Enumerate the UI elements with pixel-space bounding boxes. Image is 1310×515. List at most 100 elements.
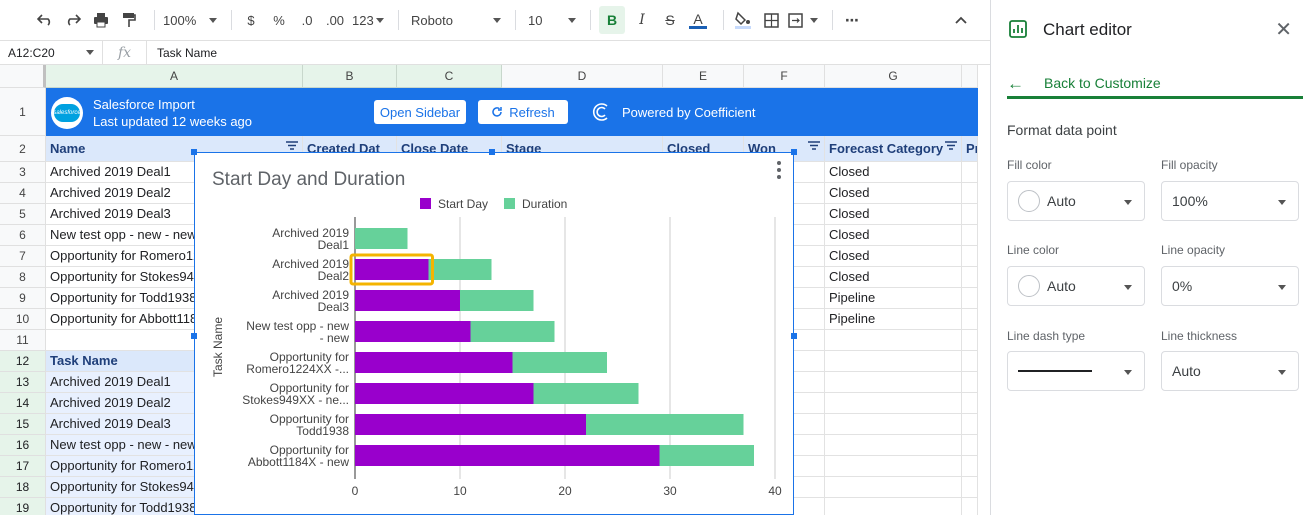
row-header-1[interactable]: 1 bbox=[0, 88, 46, 136]
cell[interactable] bbox=[825, 435, 962, 456]
cell[interactable] bbox=[825, 351, 962, 372]
cell[interactable] bbox=[825, 393, 962, 414]
cell[interactable] bbox=[962, 498, 978, 515]
refresh-button[interactable]: Refresh bbox=[478, 100, 568, 124]
row-header-17[interactable]: 17 bbox=[0, 456, 46, 477]
row-header-18[interactable]: 18 bbox=[0, 477, 46, 498]
cell[interactable]: Pipeline bbox=[825, 309, 962, 330]
cell[interactable] bbox=[962, 393, 978, 414]
row-header-19[interactable]: 19 bbox=[0, 498, 46, 515]
filter-icon[interactable] bbox=[945, 141, 957, 150]
resize-handle[interactable] bbox=[791, 149, 797, 155]
cell[interactable]: Pipeline bbox=[825, 288, 962, 309]
increase-decimal-button[interactable]: .00 bbox=[325, 12, 345, 28]
column-header-g[interactable]: G bbox=[825, 65, 962, 88]
row-header-12[interactable]: 12 bbox=[0, 351, 46, 372]
resize-handle[interactable] bbox=[191, 333, 197, 339]
currency-button[interactable]: $ bbox=[247, 12, 255, 28]
line-dash-type-select[interactable] bbox=[1007, 351, 1145, 391]
cell[interactable]: Closed bbox=[825, 225, 962, 246]
header-name[interactable]: Name bbox=[46, 136, 303, 162]
row-header-10[interactable]: 10 bbox=[0, 309, 46, 330]
cell[interactable]: Closed bbox=[825, 246, 962, 267]
row-header-16[interactable]: 16 bbox=[0, 435, 46, 456]
cell[interactable]: Closed bbox=[825, 204, 962, 225]
cell[interactable] bbox=[825, 372, 962, 393]
cell[interactable] bbox=[825, 330, 962, 351]
chart[interactable]: Start Day and Duration Start Day Duration… bbox=[194, 152, 794, 515]
fill-opacity-select[interactable]: 100% bbox=[1161, 181, 1299, 221]
undo-icon[interactable] bbox=[34, 6, 56, 34]
row-header-14[interactable]: 14 bbox=[0, 393, 46, 414]
line-opacity-select[interactable]: 0% bbox=[1161, 266, 1299, 306]
merge-cells-button[interactable] bbox=[788, 6, 818, 34]
strikethrough-button[interactable]: S bbox=[665, 12, 675, 28]
column-header-b[interactable]: B bbox=[303, 65, 397, 88]
cell[interactable]: Closed bbox=[825, 267, 962, 288]
column-header-a[interactable]: A bbox=[46, 65, 303, 88]
header-pr[interactable]: Pr bbox=[962, 136, 978, 162]
fill-color-select[interactable]: Auto bbox=[1007, 181, 1145, 221]
formula-input[interactable]: Task Name bbox=[157, 45, 218, 60]
font-select[interactable]: Roboto bbox=[407, 6, 501, 34]
cell[interactable] bbox=[825, 498, 962, 515]
cell[interactable]: Closed bbox=[825, 162, 962, 183]
cell[interactable] bbox=[962, 456, 978, 477]
header-forecast-category[interactable]: Forecast Category bbox=[825, 136, 962, 162]
cell[interactable] bbox=[962, 477, 978, 498]
redo-icon[interactable] bbox=[62, 6, 84, 34]
fill-color-icon[interactable] bbox=[732, 6, 754, 34]
row-header-11[interactable]: 11 bbox=[0, 330, 46, 351]
select-all-corner[interactable] bbox=[0, 65, 46, 88]
cell[interactable] bbox=[962, 267, 978, 288]
row-header-2[interactable]: 2 bbox=[0, 136, 46, 162]
decrease-decimal-button[interactable]: .0 bbox=[301, 12, 313, 28]
italic-button[interactable]: I bbox=[639, 12, 645, 28]
column-header-d[interactable]: D bbox=[502, 65, 663, 88]
font-size-select[interactable]: 10 bbox=[524, 6, 576, 34]
column-header-f[interactable]: F bbox=[744, 65, 825, 88]
cell[interactable] bbox=[962, 204, 978, 225]
text-color-button[interactable]: A bbox=[687, 6, 709, 34]
bold-button[interactable]: B bbox=[599, 6, 625, 34]
more-formats-select[interactable]: 123 bbox=[352, 6, 384, 34]
cell[interactable] bbox=[962, 372, 978, 393]
cell[interactable] bbox=[962, 225, 978, 246]
print-icon[interactable] bbox=[90, 6, 112, 34]
cell[interactable] bbox=[962, 246, 978, 267]
close-icon[interactable]: ✕ bbox=[1275, 19, 1292, 41]
row-header-15[interactable]: 15 bbox=[0, 414, 46, 435]
row-header-5[interactable]: 5 bbox=[0, 204, 46, 225]
filter-icon[interactable] bbox=[808, 141, 820, 150]
cell[interactable] bbox=[825, 456, 962, 477]
row-header-4[interactable]: 4 bbox=[0, 183, 46, 204]
zoom-select[interactable]: 100% bbox=[163, 6, 217, 34]
resize-handle[interactable] bbox=[791, 333, 797, 339]
borders-icon[interactable] bbox=[760, 6, 782, 34]
percent-button[interactable]: % bbox=[273, 12, 285, 28]
cell[interactable] bbox=[962, 414, 978, 435]
chart-menu-icon[interactable] bbox=[777, 161, 781, 179]
cell[interactable] bbox=[825, 414, 962, 435]
cell[interactable] bbox=[962, 288, 978, 309]
more-options-icon[interactable]: ⋯ bbox=[845, 11, 859, 28]
cell[interactable] bbox=[962, 351, 978, 372]
resize-handle[interactable] bbox=[191, 149, 197, 155]
row-header-6[interactable]: 6 bbox=[0, 225, 46, 246]
paint-format-icon[interactable] bbox=[118, 6, 140, 34]
column-header-h[interactable] bbox=[962, 65, 978, 88]
cell[interactable] bbox=[744, 498, 825, 515]
collapse-toolbar-icon[interactable] bbox=[950, 6, 972, 34]
column-header-c[interactable]: C bbox=[397, 65, 502, 88]
filter-icon[interactable] bbox=[286, 141, 298, 150]
column-header-e[interactable]: E bbox=[663, 65, 744, 88]
cell[interactable] bbox=[962, 309, 978, 330]
row-header-3[interactable]: 3 bbox=[0, 162, 46, 183]
line-color-select[interactable]: Auto bbox=[1007, 266, 1145, 306]
row-header-9[interactable]: 9 bbox=[0, 288, 46, 309]
row-header-13[interactable]: 13 bbox=[0, 372, 46, 393]
open-sidebar-button[interactable]: Open Sidebar bbox=[374, 100, 466, 124]
row-header-8[interactable]: 8 bbox=[0, 267, 46, 288]
cell[interactable] bbox=[962, 162, 978, 183]
resize-handle[interactable] bbox=[489, 149, 495, 155]
